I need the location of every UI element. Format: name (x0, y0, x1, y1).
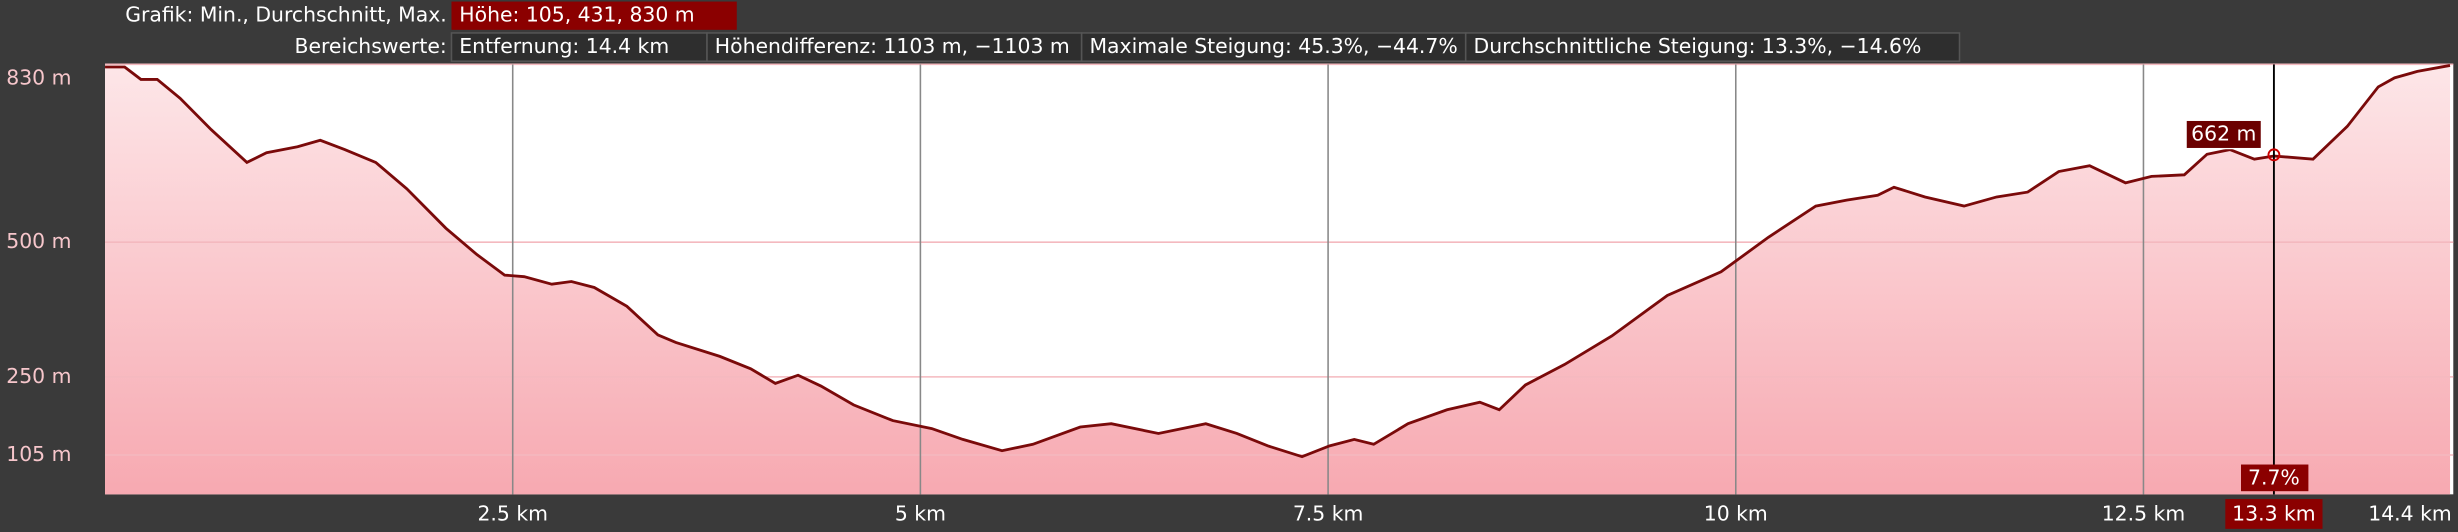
range-stat: Entfernung: 14.4 km (459, 34, 669, 58)
cursor-slope: 7.7% (2248, 466, 2300, 490)
x-tick-label: 7.5 km (1293, 502, 1363, 526)
x-tick-label: 10 km (1704, 502, 1768, 526)
range-stat: Maximale Steigung: 45.3%, −44.7% (1089, 34, 1457, 58)
range-stat: Durchschnittliche Steigung: 13.3%, −14.6… (1474, 34, 1922, 58)
range-stat-box (450, 32, 708, 62)
y-tick-label: 105 m (6, 442, 71, 466)
x-tick-label: 5 km (895, 502, 946, 526)
y-tick-label: 250 m (6, 364, 71, 388)
range-stat-box (1464, 32, 1961, 62)
range-label: Bereichswerte: (295, 34, 447, 58)
range-stat: Höhendifferenz: 1103 m, −1103 m (715, 34, 1070, 58)
cursor-distance-box (2225, 499, 2323, 529)
cursor-elevation-box (2185, 119, 2263, 150)
y-tick-label: 500 m (6, 229, 71, 253)
cursor-elevation: 662 m (2191, 121, 2256, 145)
x-tick-label: 2.5 km (477, 502, 547, 526)
y-tick-label: 830 m (6, 65, 71, 89)
header-value-box (451, 1, 737, 30)
elevation-area (105, 65, 2451, 495)
x-tick-label: 12.5 km (2102, 502, 2185, 526)
elevation-line (105, 64, 2451, 459)
plot (105, 63, 2454, 495)
range-stats: Entfernung: 14.4 km Höhendifferenz: 1103 … (450, 32, 1961, 62)
header-label: Grafik: Min., Durchschnitt, Max. (125, 3, 447, 27)
x-tick-label: 14.4 km (2368, 502, 2451, 526)
header-value: Höhe: 105, 431, 830 m (459, 3, 694, 27)
cursor-slope-box (2240, 464, 2309, 492)
cursor-marker (2267, 148, 2281, 162)
cursor-distance: 13.3 km (2232, 502, 2315, 526)
